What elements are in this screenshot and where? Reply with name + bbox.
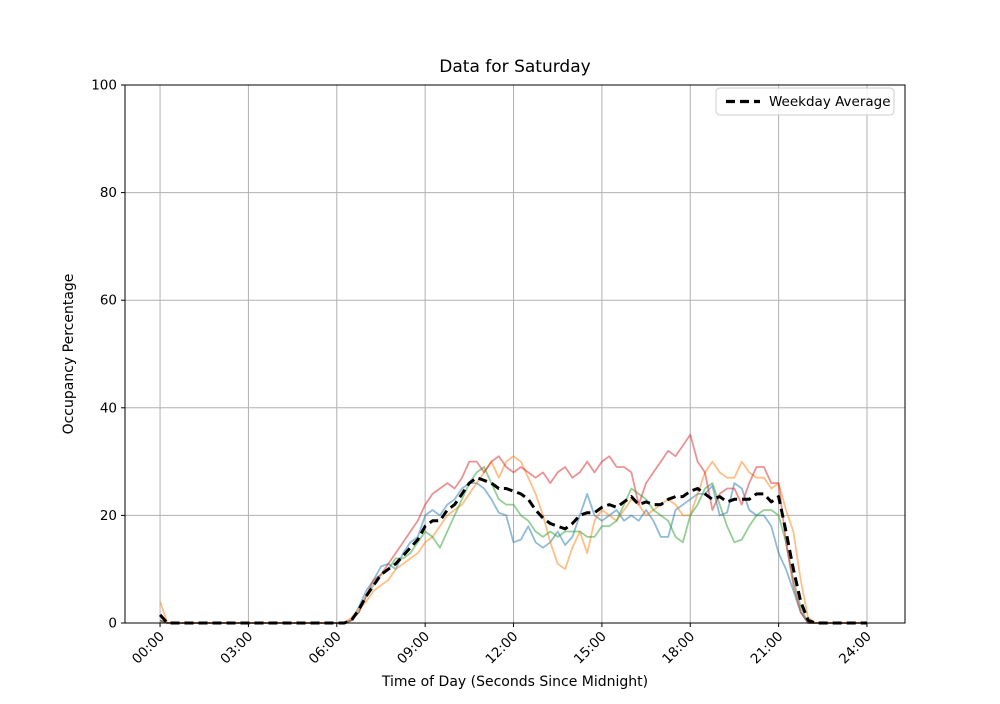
x-tick-label: 06:00: [306, 629, 345, 668]
plot-border: [124, 84, 906, 624]
grid-layer: [125, 84, 905, 624]
x-tick-label: 12:00: [483, 629, 522, 668]
x-tick-label: 21:00: [748, 629, 787, 668]
x-tick-label: 09:00: [394, 629, 433, 668]
x-tick-label: 00:00: [129, 629, 168, 668]
x-tick-label: 15:00: [571, 629, 610, 668]
legend-box: [715, 87, 895, 116]
ticks-layer: 00:00 03:00 06:00 09:00 12:00 15:00 18:00 21:00…: [91, 78, 875, 668]
series-line-weekday-average: [158, 476, 867, 625]
x-axis-label: Time of Day (Seconds Since Midnight): [381, 674, 648, 690]
x-tick-label: 03:00: [217, 629, 256, 668]
y-tick-label: 80: [100, 185, 117, 201]
chart-title: Data for Saturday: [439, 57, 590, 77]
y-axis-label: Occupancy Percentage: [61, 274, 77, 435]
y-tick-label: 40: [100, 400, 117, 416]
y-tick-label: 100: [91, 78, 117, 94]
y-tick-label: 60: [100, 293, 117, 309]
x-tick-label: 18:00: [659, 629, 698, 668]
legend-label: Weekday Average: [769, 94, 891, 110]
y-tick-label: 0: [108, 616, 117, 632]
x-tick-label: 24:00: [836, 629, 875, 668]
legend: Weekday Average: [715, 87, 895, 116]
y-tick-label: 20: [100, 508, 117, 524]
